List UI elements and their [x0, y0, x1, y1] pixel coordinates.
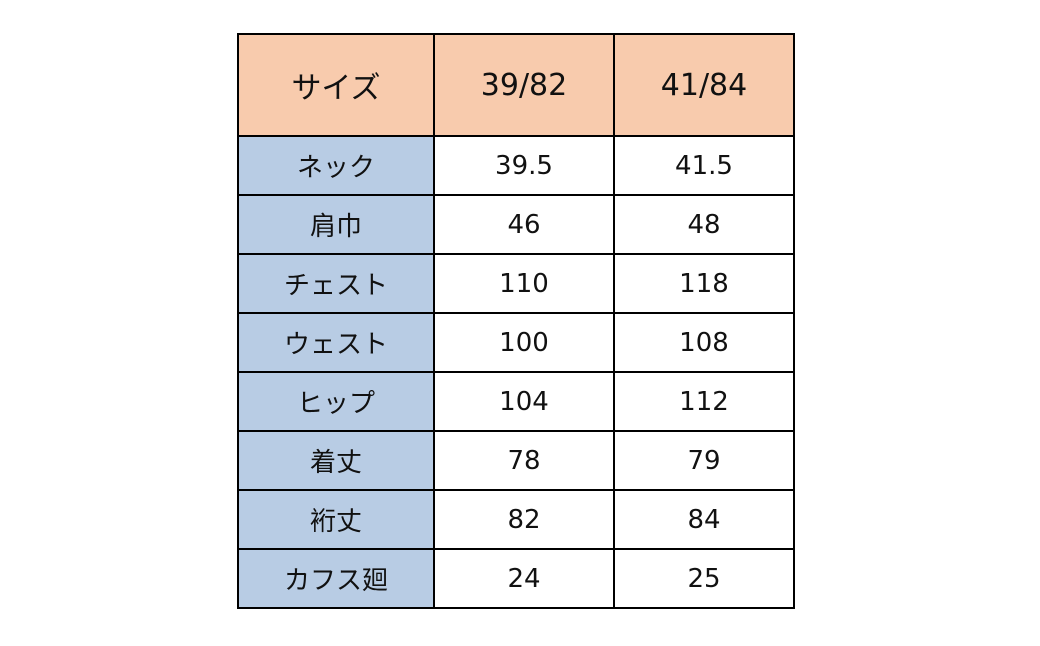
table-cell: 48 [613, 194, 795, 255]
table-cell: 78 [433, 430, 615, 491]
table-cell: 39.5 [433, 135, 615, 196]
table-cell: 100 [433, 312, 615, 373]
table-cell: 25 [613, 548, 795, 609]
table-row: ネック 39.5 41.5 [237, 135, 795, 196]
table-row: カフス廻 24 25 [237, 548, 795, 609]
table-cell: 104 [433, 371, 615, 432]
table-cell: 108 [613, 312, 795, 373]
table-row: 裄丈 82 84 [237, 489, 795, 550]
header-cell: 41/84 [613, 33, 795, 137]
row-label: ヒップ [237, 371, 435, 432]
table-row: チェスト 110 118 [237, 253, 795, 314]
row-label: 着丈 [237, 430, 435, 491]
header-cell: サイズ [237, 33, 435, 137]
table-cell: 82 [433, 489, 615, 550]
table-cell: 112 [613, 371, 795, 432]
table-cell: 24 [433, 548, 615, 609]
row-label: ネック [237, 135, 435, 196]
size-table: サイズ 39/82 41/84 ネック 39.5 41.5 肩巾 46 48 チェスト 110 118… [237, 33, 795, 609]
table-row: ウェスト 100 108 [237, 312, 795, 373]
row-label: ウェスト [237, 312, 435, 373]
header-cell: 39/82 [433, 33, 615, 137]
table-cell: 110 [433, 253, 615, 314]
row-label: 裄丈 [237, 489, 435, 550]
table-row: 着丈 78 79 [237, 430, 795, 491]
table-row: 肩巾 46 48 [237, 194, 795, 255]
table-cell: 41.5 [613, 135, 795, 196]
row-label: チェスト [237, 253, 435, 314]
table-row: ヒップ 104 112 [237, 371, 795, 432]
header-row: サイズ 39/82 41/84 [237, 33, 795, 137]
table-cell: 84 [613, 489, 795, 550]
table-cell: 79 [613, 430, 795, 491]
table-cell: 46 [433, 194, 615, 255]
row-label: カフス廻 [237, 548, 435, 609]
row-label: 肩巾 [237, 194, 435, 255]
table-cell: 118 [613, 253, 795, 314]
